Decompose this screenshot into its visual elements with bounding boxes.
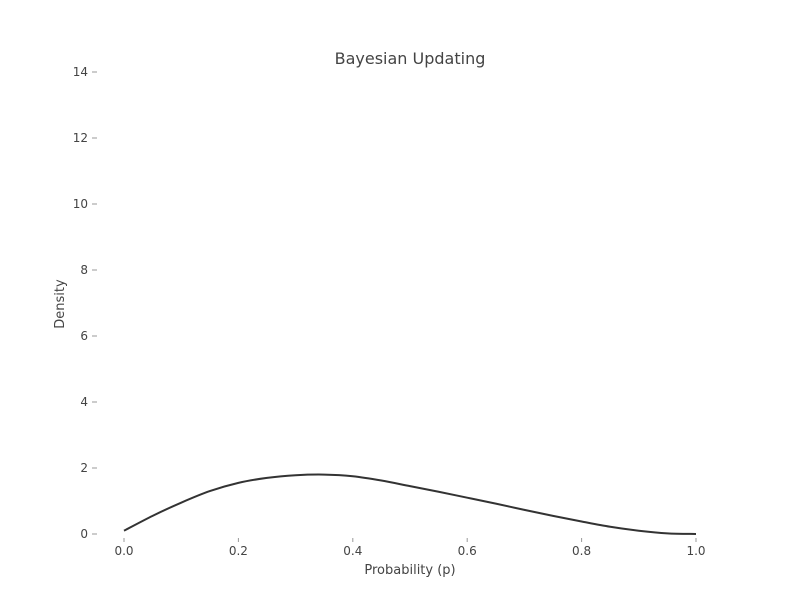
x-tick-label: 0.8 [572,544,591,558]
density-curves [123,473,697,535]
x-tick-label: 0.6 [458,544,477,558]
x-tick-label: 1.0 [686,544,705,558]
x-axis-ticks: 0.0 0.2 0.4 0.6 0.8 1.0 [114,538,706,558]
x-tick-label: 0.0 [114,544,133,558]
density-curve-0 [123,473,697,535]
x-tick-label: 0.2 [229,544,248,558]
y-tick-label: 6 [80,329,88,343]
y-tick-label: 8 [80,263,88,277]
y-tick-label: 4 [80,395,88,409]
chart-title: Bayesian Updating [335,49,486,68]
x-tick-label: 0.4 [343,544,362,558]
y-tick-label: 10 [73,197,88,211]
x-axis-label: Probability (p) [364,563,455,578]
y-tick-label: 0 [80,527,88,541]
y-tick-label: 12 [73,131,88,145]
y-tick-label: 2 [80,461,88,475]
y-tick-label: 14 [73,65,88,79]
y-axis-label: Density [53,279,68,329]
y-axis-ticks: 0 2 4 6 8 10 12 14 [73,65,97,541]
